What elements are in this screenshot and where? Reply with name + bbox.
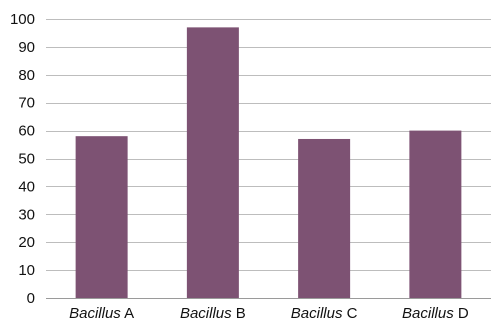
y-tick-label: 70	[18, 95, 35, 112]
category-suffix: B	[232, 305, 246, 320]
y-tick-label: 100	[10, 11, 35, 28]
category-genus: Bacillus	[402, 305, 454, 320]
category-genus: Bacillus	[180, 305, 232, 320]
bar-2	[186, 27, 239, 299]
x-category-label: Bacillus C	[291, 305, 358, 320]
category-suffix: C	[342, 305, 357, 320]
x-category-label: Bacillus B	[180, 305, 246, 320]
x-category-label: Bacillus D	[402, 305, 469, 320]
x-category-label: Bacillus A	[69, 305, 134, 320]
y-tick-label: 40	[18, 178, 35, 195]
y-axis-tick-labels: 0 10 20 30 40 50 60 70 80 90 100	[10, 11, 35, 307]
category-genus: Bacillus	[69, 305, 121, 320]
y-tick-label: 20	[18, 234, 35, 251]
category-suffix: A	[121, 305, 134, 320]
bars	[75, 27, 462, 299]
bar-3	[298, 138, 351, 298]
y-tick-label: 60	[18, 123, 35, 140]
y-tick-label: 50	[18, 151, 35, 168]
bar-1	[75, 136, 128, 298]
bar-4	[409, 130, 462, 298]
y-tick-label: 30	[18, 206, 35, 223]
y-tick-label: 10	[18, 262, 35, 279]
y-tick-label: 0	[27, 290, 35, 307]
category-suffix: D	[454, 305, 469, 320]
x-axis-category-labels: Bacillus A Bacillus B Bacillus C Bacillus D	[69, 305, 469, 320]
category-genus: Bacillus	[291, 305, 343, 320]
y-tick-label: 90	[18, 39, 35, 56]
y-tick-label: 80	[18, 67, 35, 84]
